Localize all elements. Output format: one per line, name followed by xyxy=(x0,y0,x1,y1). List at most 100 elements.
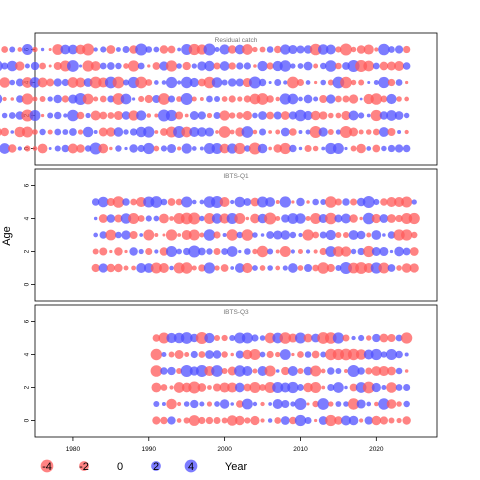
residual-point xyxy=(386,196,397,208)
residual-point xyxy=(303,94,313,104)
residual-point xyxy=(327,383,335,392)
residual-point xyxy=(265,197,276,207)
residual-point xyxy=(252,401,258,407)
residual-point xyxy=(226,415,238,426)
residual-point xyxy=(310,382,322,393)
residual-point xyxy=(67,109,79,122)
residual-point xyxy=(21,126,33,138)
residual-point xyxy=(145,79,153,86)
residual-point xyxy=(236,62,244,70)
residual-point xyxy=(241,126,254,138)
residual-point xyxy=(128,213,140,224)
residual-point xyxy=(189,111,199,120)
residual-point xyxy=(99,111,108,120)
residual-point xyxy=(241,229,254,241)
residual-point xyxy=(32,96,38,102)
residual-point xyxy=(48,147,52,150)
residual-point xyxy=(342,198,350,206)
residual-point xyxy=(98,143,109,154)
residual-point xyxy=(220,264,229,272)
legend: -4 -2 0 2 4 Year xyxy=(40,459,247,473)
residual-point xyxy=(221,368,228,374)
residual-point xyxy=(386,399,397,409)
residual-point xyxy=(176,63,182,69)
residual-point xyxy=(350,145,357,152)
residual-point xyxy=(340,43,352,56)
residual-point xyxy=(176,248,182,255)
legend-label: 2 xyxy=(153,461,159,473)
residual-point xyxy=(17,146,23,151)
residual-point xyxy=(332,143,344,154)
residual-point xyxy=(260,233,265,237)
residual-point xyxy=(214,265,220,271)
residual-point xyxy=(131,265,137,271)
residual-point xyxy=(325,196,337,208)
residual-point xyxy=(325,414,337,427)
residual-point xyxy=(143,142,155,155)
residual-point xyxy=(236,112,244,119)
panel-2: IBTS-Q3 0 2 4 6 xyxy=(24,304,438,438)
residual-point xyxy=(333,246,344,257)
residual-point xyxy=(387,78,396,87)
residual-point xyxy=(294,332,306,344)
residual-point xyxy=(347,364,360,378)
residual-point xyxy=(10,97,15,101)
residual-point xyxy=(166,398,177,410)
residual-point xyxy=(387,366,396,376)
residual-point xyxy=(341,415,351,426)
residual-point xyxy=(227,143,238,154)
residual-point xyxy=(198,264,206,272)
residual-point xyxy=(105,229,117,241)
residual-point xyxy=(258,78,267,87)
residual-point xyxy=(218,126,231,138)
residual-point xyxy=(227,366,237,376)
residual-point xyxy=(257,143,268,154)
residual-point xyxy=(129,144,138,153)
residual-point xyxy=(358,334,365,342)
residual-point xyxy=(366,113,371,118)
panels-layer: Residual catch0246 IBTS-Q1 0 2 4 6 IBTS-Q3 0 2 4 6 xyxy=(0,32,438,438)
residual-point xyxy=(366,335,372,341)
residual-point xyxy=(128,60,140,72)
residual-point xyxy=(207,385,212,390)
residual-point xyxy=(409,247,419,256)
residual-point xyxy=(17,47,23,52)
residual-point xyxy=(302,229,314,241)
residual-point xyxy=(97,196,109,208)
residual-point xyxy=(340,246,352,257)
residual-point xyxy=(349,127,359,137)
residual-point xyxy=(2,96,7,102)
residual-point xyxy=(184,113,189,118)
residual-point xyxy=(372,333,381,343)
residual-point xyxy=(143,229,155,241)
residual-point xyxy=(165,60,178,72)
residual-point xyxy=(342,232,349,238)
residual-point xyxy=(139,233,144,237)
residual-point xyxy=(257,366,268,376)
residual-point xyxy=(115,231,122,239)
residual-point xyxy=(294,398,307,410)
residual-point xyxy=(372,144,381,153)
residual-point xyxy=(280,416,290,425)
residual-point xyxy=(279,196,291,208)
residual-point xyxy=(137,144,145,153)
residual-point xyxy=(181,230,192,240)
residual-point xyxy=(205,416,214,425)
residual-point xyxy=(252,368,258,374)
residual-point xyxy=(356,399,366,409)
residual-point xyxy=(347,398,360,410)
residual-point xyxy=(242,349,253,360)
residual-point xyxy=(335,62,342,70)
residual-point xyxy=(266,62,274,70)
residual-point xyxy=(267,248,274,255)
residual-point xyxy=(242,110,252,121)
residual-point xyxy=(230,352,234,357)
residual-point xyxy=(287,366,298,376)
residual-point xyxy=(343,401,349,407)
residual-point xyxy=(252,232,258,238)
residual-point xyxy=(22,77,33,88)
panel-frame xyxy=(34,304,438,438)
residual-point xyxy=(370,109,382,122)
residual-point xyxy=(245,216,250,221)
residual-point xyxy=(124,249,128,254)
